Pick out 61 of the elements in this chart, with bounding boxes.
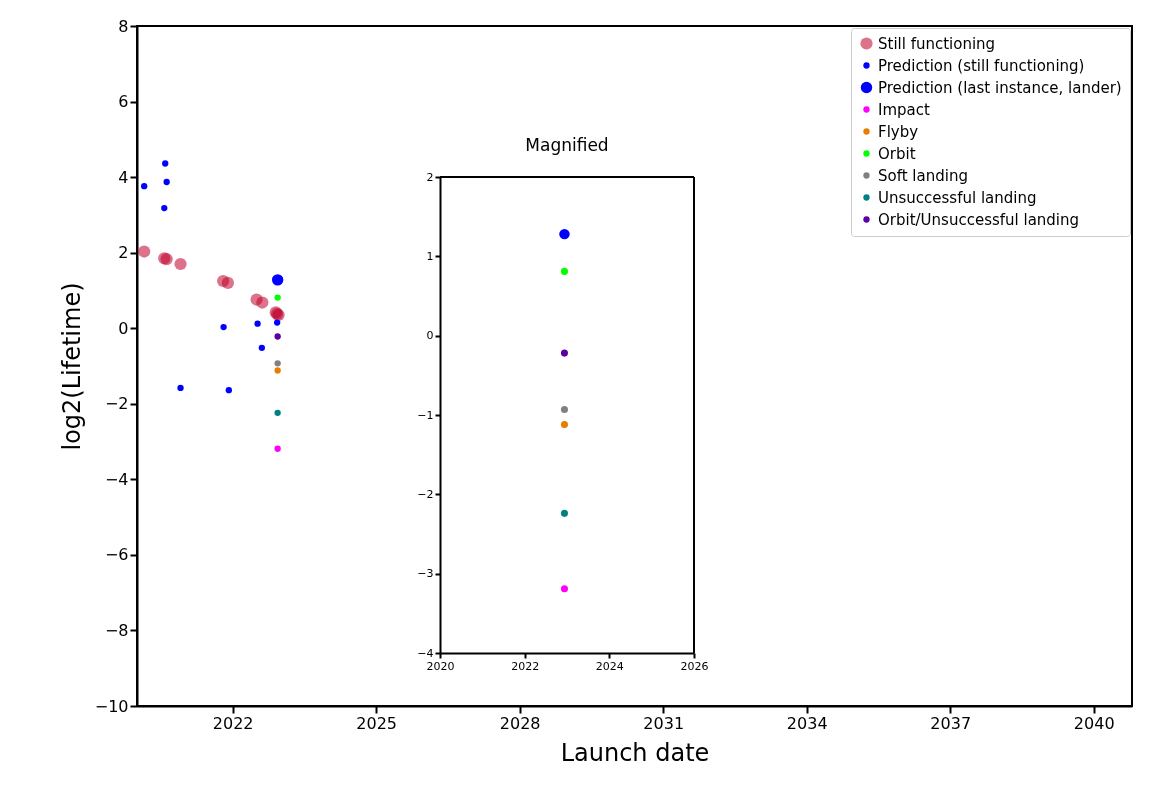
legend-label: Orbit/Unsuccessful landing [878,210,1080,229]
point [221,276,235,289]
y-tick-label: −1 [417,408,434,422]
legend-label: Prediction (still functioning) [878,56,1085,75]
legend-label: Still functioning [878,34,996,53]
y-tick-label: −10 [94,696,129,716]
y-axis-title: log2(Lifetime) [57,282,86,451]
point [220,323,227,331]
y-tick-label: 6 [118,92,129,112]
y-tick-label: −2 [104,394,129,414]
point [274,319,281,326]
x-tick-label: 2020 [426,659,455,673]
legend-label: Flyby [878,122,919,141]
point [161,204,168,212]
point [225,387,233,394]
legend-label: Prediction (last instance, lander) [878,78,1122,97]
legend-label: Unsuccessful landing [878,188,1037,207]
x-tick-label: 2037 [930,713,972,733]
point [138,245,151,258]
legend-label: Orbit [878,144,916,163]
point [258,344,266,352]
y-tick-label: 8 [118,16,129,36]
point [256,296,269,309]
y-tick-label: −2 [417,487,434,501]
x-tick-label: 2026 [680,659,709,673]
point [274,409,281,416]
x-tick-label: 2034 [786,713,828,733]
point [274,294,281,301]
point [274,360,281,367]
point [274,333,281,340]
point [162,160,169,167]
x-tick-label: 2031 [643,713,685,733]
point [163,178,170,186]
y-tick-label: −4 [417,646,434,660]
y-tick-label: −3 [417,567,434,581]
legend-label: Impact [878,100,930,119]
point [177,384,184,392]
x-tick-label: 2040 [1073,713,1115,733]
y-tick-label: 2 [118,243,129,263]
y-tick-label: −8 [104,620,129,640]
point [271,274,284,286]
x-tick-label: 2022 [212,713,254,733]
x-axis-title: Launch date [560,738,710,767]
point [254,320,261,327]
point [274,445,281,452]
legend-label: Soft landing [878,166,968,185]
x-tick-label: 2022 [511,659,540,673]
y-tick-label: −4 [104,469,129,489]
y-tick-label: 4 [118,167,129,187]
chart-title: Magnified [525,135,609,155]
point [141,183,148,190]
x-tick-label: 2028 [499,713,541,733]
y-tick-label: 1 [426,249,434,263]
point [174,257,187,271]
x-tick-label: 2025 [356,713,398,733]
x-tick-label: 2024 [595,659,624,673]
point [274,367,281,374]
y-tick-label: 0 [118,318,129,338]
y-tick-label: 2 [426,170,434,184]
y-tick-label: −6 [104,545,129,565]
y-tick-label: 0 [426,329,434,343]
